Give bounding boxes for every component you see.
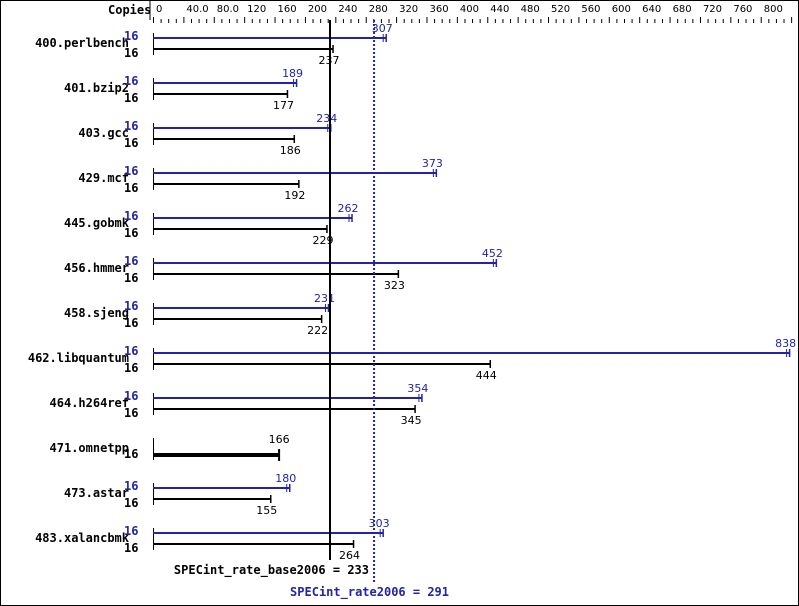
value-label-peak: 303 [369, 517, 390, 530]
axis-tick-label: 40.0 [186, 4, 208, 15]
value-label-peak: 307 [372, 22, 393, 35]
axis-tick-label: 360 [429, 4, 448, 15]
axis-tick-label: 680 [673, 4, 692, 15]
value-label-base: 186 [280, 144, 301, 157]
value-label-base: 229 [312, 234, 333, 247]
copies-peak: 16 [124, 254, 138, 268]
value-label-base: 155 [256, 504, 277, 517]
benchmark-label: 483.xalancbmk [35, 531, 130, 545]
axis-tick-label: 320 [399, 4, 418, 15]
copies-base: 16 [124, 46, 138, 60]
copies-peak: 16 [124, 299, 138, 313]
axis-tick-label: 720 [703, 4, 722, 15]
axis-tick-label: 560 [581, 4, 600, 15]
peak-reference-label: SPECint_rate2006 = 291 [290, 585, 449, 600]
benchmark-label: 429.mcf [78, 171, 129, 185]
axis-tick-label: 80.0 [217, 4, 239, 15]
value-label-peak: 234 [316, 112, 337, 125]
axis-tick-label: 600 [612, 4, 631, 15]
axis-tick-label: 760 [733, 4, 752, 15]
benchmark-label: 464.h264ref [50, 396, 129, 410]
copies-peak: 16 [124, 209, 138, 223]
axis-tick-label: 120 [247, 4, 266, 15]
value-label-base: 264 [339, 549, 360, 562]
copies-base: 16 [124, 496, 138, 510]
value-label-peak: 231 [314, 292, 335, 305]
benchmark-label: 400.perlbench [35, 36, 129, 50]
value-label-base: 444 [476, 369, 497, 382]
axis-tick-label: 800 [764, 4, 783, 15]
benchmark-label: 403.gcc [78, 126, 129, 140]
copies-base: 16 [124, 541, 138, 555]
value-label-peak: 838 [775, 337, 796, 350]
base-reference-label: SPECint_rate_base2006 = 233 [174, 563, 369, 578]
axis-tick-label: 480 [521, 4, 540, 15]
copies-base: 16 [124, 316, 138, 330]
benchmark-label: 473.astar [64, 486, 129, 500]
copies-base: 16 [124, 447, 138, 461]
value-label-base: 323 [384, 279, 405, 292]
copies-base: 16 [124, 361, 138, 375]
axis-tick-label: 280 [369, 4, 388, 15]
copies-base: 16 [124, 406, 138, 420]
value-label-peak: 180 [275, 472, 296, 485]
value-label-base: 192 [284, 189, 305, 202]
axis-tick-label: 0 [156, 4, 162, 15]
axis-tick-label: 640 [642, 4, 661, 15]
benchmark-label: 445.gobmk [64, 216, 130, 230]
value-label-peak: 373 [422, 157, 443, 170]
benchmark-label: 471.omnetpp [50, 441, 129, 455]
axis-tick-label: 520 [551, 4, 570, 15]
value-label-base: 166 [269, 433, 290, 446]
axis-tick-label: 160 [278, 4, 297, 15]
axis-tick-label: 400 [460, 4, 479, 15]
value-label-peak: 189 [282, 67, 303, 80]
copies-peak: 16 [124, 524, 138, 538]
benchmark-label: 456.hmmer [64, 261, 129, 275]
value-label-base: 345 [401, 414, 422, 427]
benchmark-label: 458.sjeng [64, 306, 129, 320]
copies-base: 16 [124, 226, 138, 240]
value-label-peak: 354 [407, 382, 428, 395]
value-label-peak: 452 [482, 247, 503, 260]
copies-peak: 16 [124, 119, 138, 133]
copies-base: 16 [124, 181, 138, 195]
copies-peak: 16 [124, 479, 138, 493]
value-label-peak: 262 [338, 202, 359, 215]
copies-peak: 16 [124, 164, 138, 178]
benchmark-label: 401.bzip2 [64, 81, 129, 95]
copies-base: 16 [124, 271, 138, 285]
copies-peak: 16 [124, 344, 138, 358]
copies-peak: 16 [124, 29, 138, 43]
value-label-base: 222 [307, 324, 328, 337]
copies-peak: 16 [124, 74, 138, 88]
copies-base: 16 [124, 136, 138, 150]
axis-tick-label: 240 [338, 4, 357, 15]
axis-tick-label: 200 [308, 4, 327, 15]
copies-base: 16 [124, 91, 138, 105]
axis-tick-label: 440 [490, 4, 509, 15]
copies-peak: 16 [124, 389, 138, 403]
value-label-base: 177 [273, 99, 294, 112]
axis-header: Copies [108, 3, 151, 17]
benchmark-label: 462.libquantum [28, 351, 129, 365]
